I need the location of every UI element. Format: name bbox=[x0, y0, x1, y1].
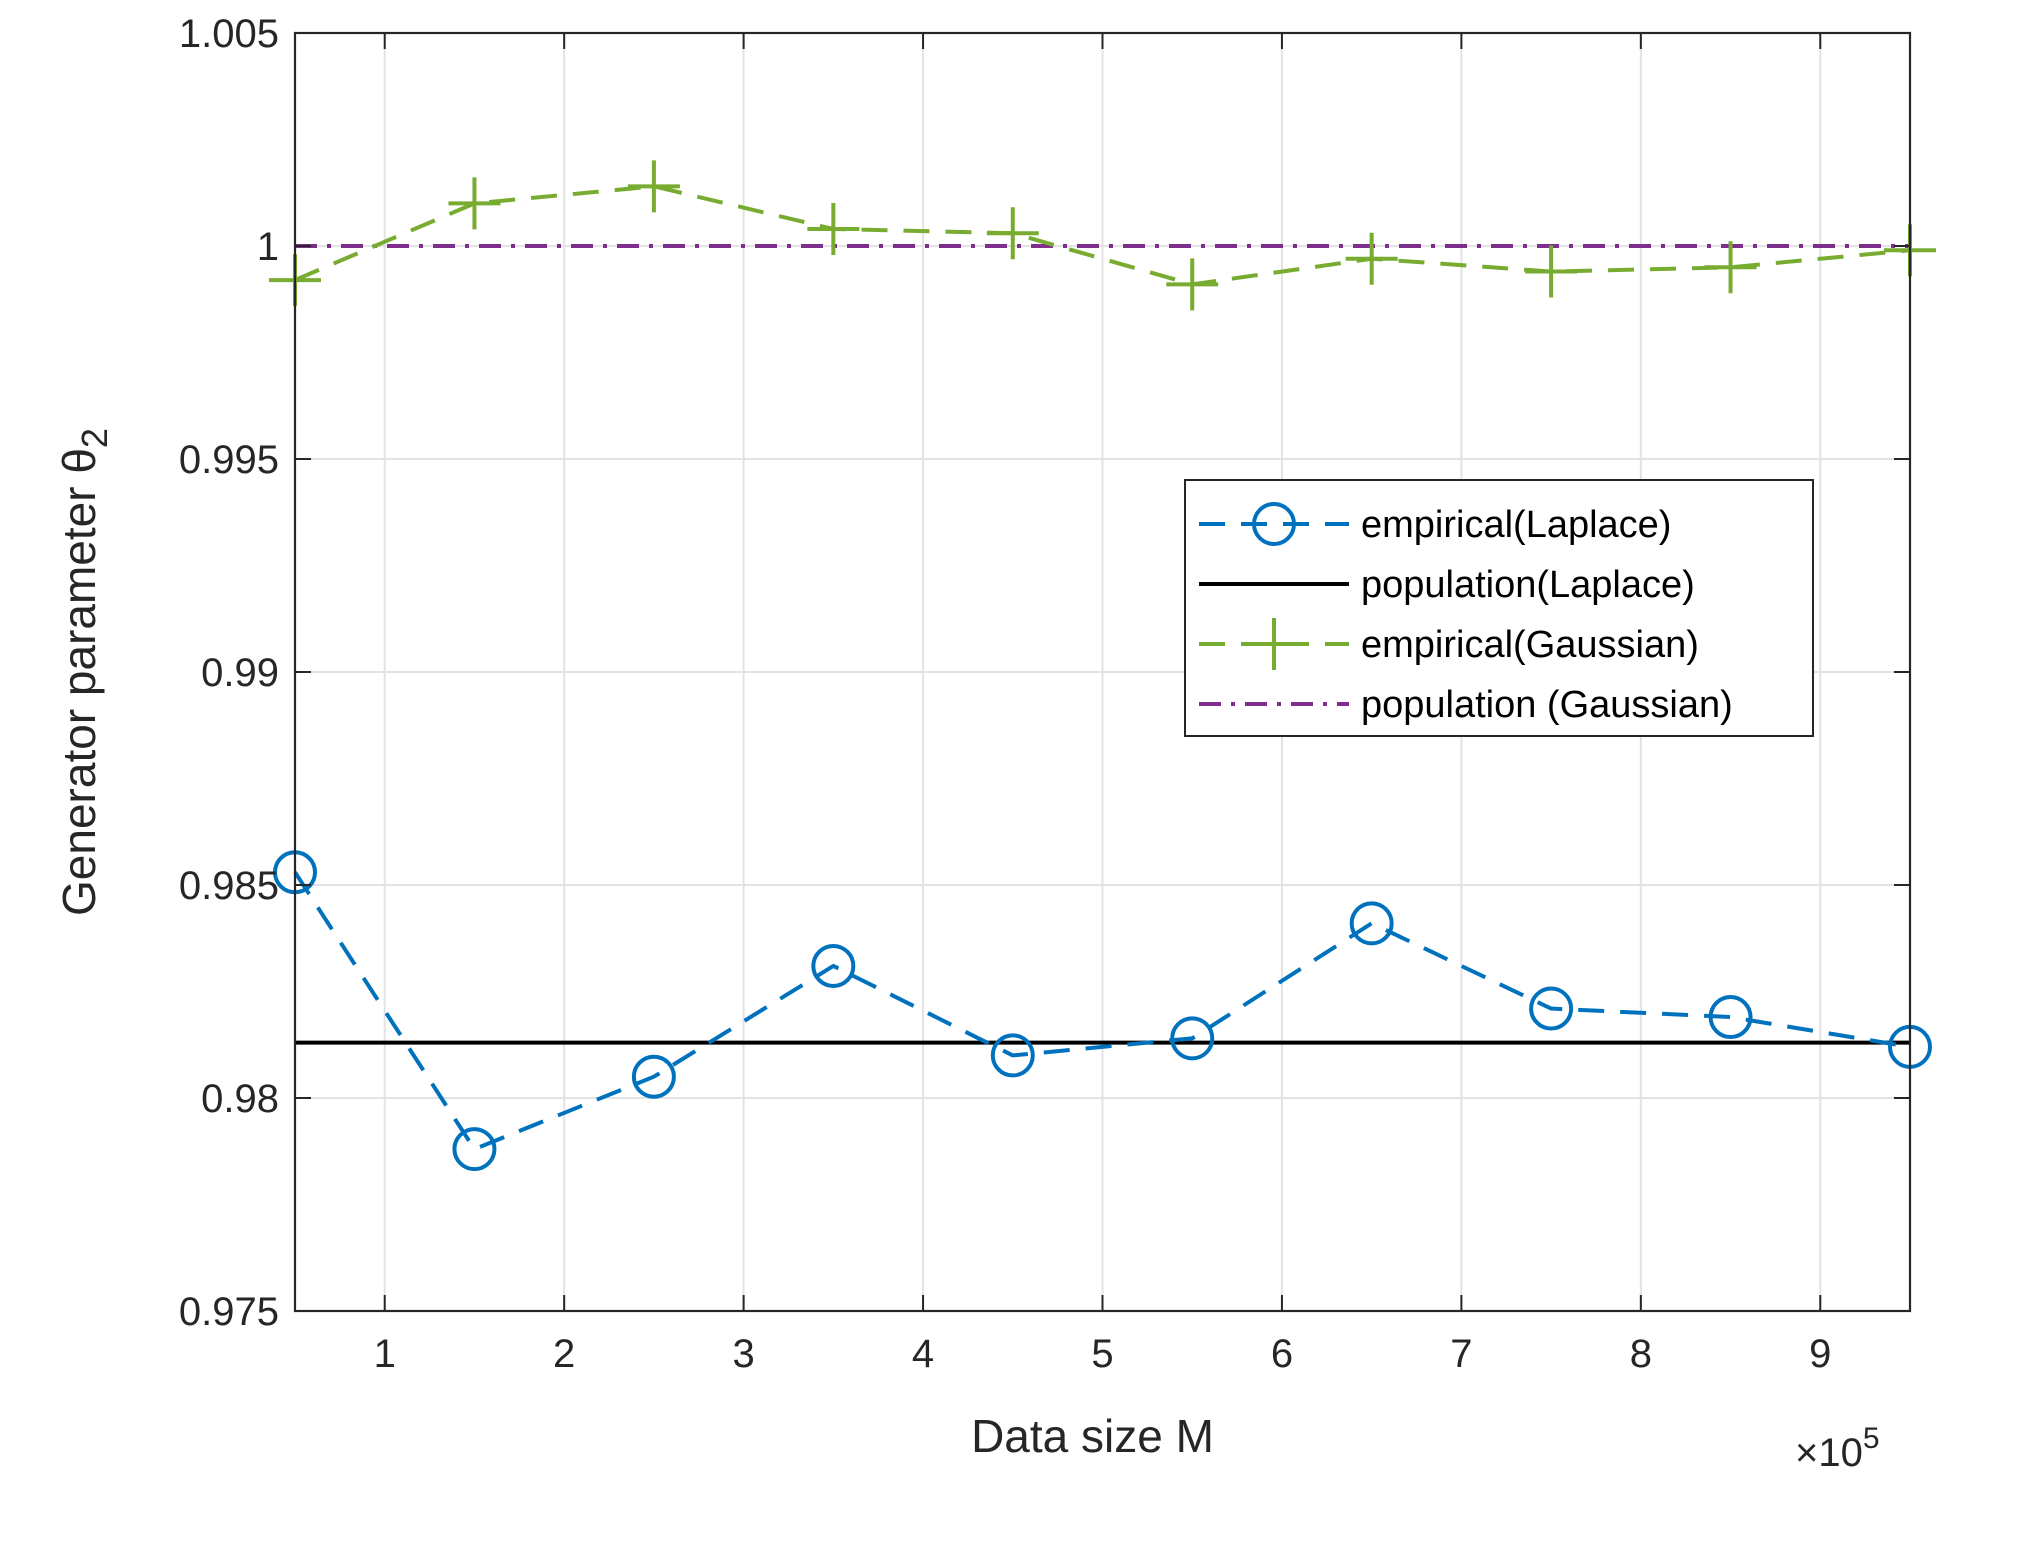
y-tick-label: 1 bbox=[257, 225, 279, 269]
data-point-2 bbox=[448, 177, 501, 230]
x-tick-label: 6 bbox=[1271, 1332, 1293, 1376]
data-point-2 bbox=[1704, 241, 1757, 294]
data-point-0 bbox=[1170, 1016, 1215, 1061]
y-tick-label: 0.98 bbox=[201, 1077, 279, 1121]
x-tick-label: 5 bbox=[1091, 1332, 1113, 1376]
legend-marker bbox=[1248, 618, 1300, 670]
legend-label: empirical(Gaussian) bbox=[1361, 624, 1699, 666]
x-tick-label: 7 bbox=[1450, 1332, 1472, 1376]
y-tick-label: 0.995 bbox=[179, 438, 279, 482]
x-axis-exponent-prefix: ×10 bbox=[1795, 1431, 1863, 1475]
x-tick-label: 2 bbox=[553, 1332, 575, 1376]
data-point-2 bbox=[1166, 258, 1219, 311]
y-axis-title-subscript: 2 bbox=[74, 428, 115, 448]
legend-item-0: empirical(Laplace) bbox=[1199, 502, 1671, 546]
series-line-0 bbox=[293, 871, 1911, 1152]
data-point-0 bbox=[1708, 995, 1753, 1040]
legend-label: population (Gaussian) bbox=[1361, 684, 1733, 726]
tick-labels: 1 2 3 4 5 6 7 8 9 0.975 0.98 0.985 0.99 0.995 1 1.005 bbox=[179, 12, 1832, 1376]
data-point-0 bbox=[1349, 901, 1394, 946]
data-point-0 bbox=[631, 1054, 676, 1099]
y-tick-label: 0.99 bbox=[201, 651, 279, 695]
legend-marker bbox=[1252, 502, 1296, 546]
series-2 bbox=[269, 160, 1936, 311]
axis-ticks bbox=[295, 32, 1910, 1312]
data-point-2 bbox=[986, 207, 1039, 260]
x-tick-label: 9 bbox=[1809, 1332, 1831, 1376]
legend: empirical(Laplace) population(Laplace) emp… bbox=[1184, 479, 1814, 737]
data-point-2 bbox=[1345, 232, 1398, 285]
data-point-2 bbox=[807, 202, 860, 255]
x-axis-exponent-power: 5 bbox=[1863, 1422, 1880, 1455]
x-axis-title: Data size M bbox=[971, 1410, 1214, 1462]
legend-item-3: population (Gaussian) bbox=[1199, 684, 1733, 726]
x-tick-label: 4 bbox=[912, 1332, 934, 1376]
y-tick-label: 0.985 bbox=[179, 864, 279, 908]
y-tick-label: 0.975 bbox=[179, 1290, 279, 1334]
x-tick-label: 8 bbox=[1630, 1332, 1652, 1376]
data-point-0 bbox=[990, 1033, 1035, 1078]
y-axis-title: Generator parameter θ2 bbox=[53, 428, 115, 916]
series-layer bbox=[269, 160, 1936, 1172]
series-0 bbox=[273, 850, 1932, 1172]
legend-item-2: empirical(Gaussian) bbox=[1199, 618, 1699, 670]
x-axis-exponent: ×105 bbox=[1795, 1422, 1880, 1475]
data-point-0 bbox=[1529, 986, 1574, 1031]
x-tick-label: 1 bbox=[374, 1332, 396, 1376]
data-point-2 bbox=[627, 160, 680, 213]
legend-label: population(Laplace) bbox=[1361, 564, 1695, 606]
x-tick-label: 3 bbox=[732, 1332, 754, 1376]
data-point-0 bbox=[452, 1127, 497, 1172]
y-tick-label: 1.005 bbox=[179, 12, 279, 56]
y-axis-title-main: Generator parameter θ bbox=[53, 448, 105, 916]
legend-label: empirical(Laplace) bbox=[1361, 504, 1671, 546]
legend-item-1: population(Laplace) bbox=[1199, 564, 1695, 606]
data-point-2 bbox=[1525, 245, 1578, 298]
data-point-0 bbox=[811, 943, 856, 988]
